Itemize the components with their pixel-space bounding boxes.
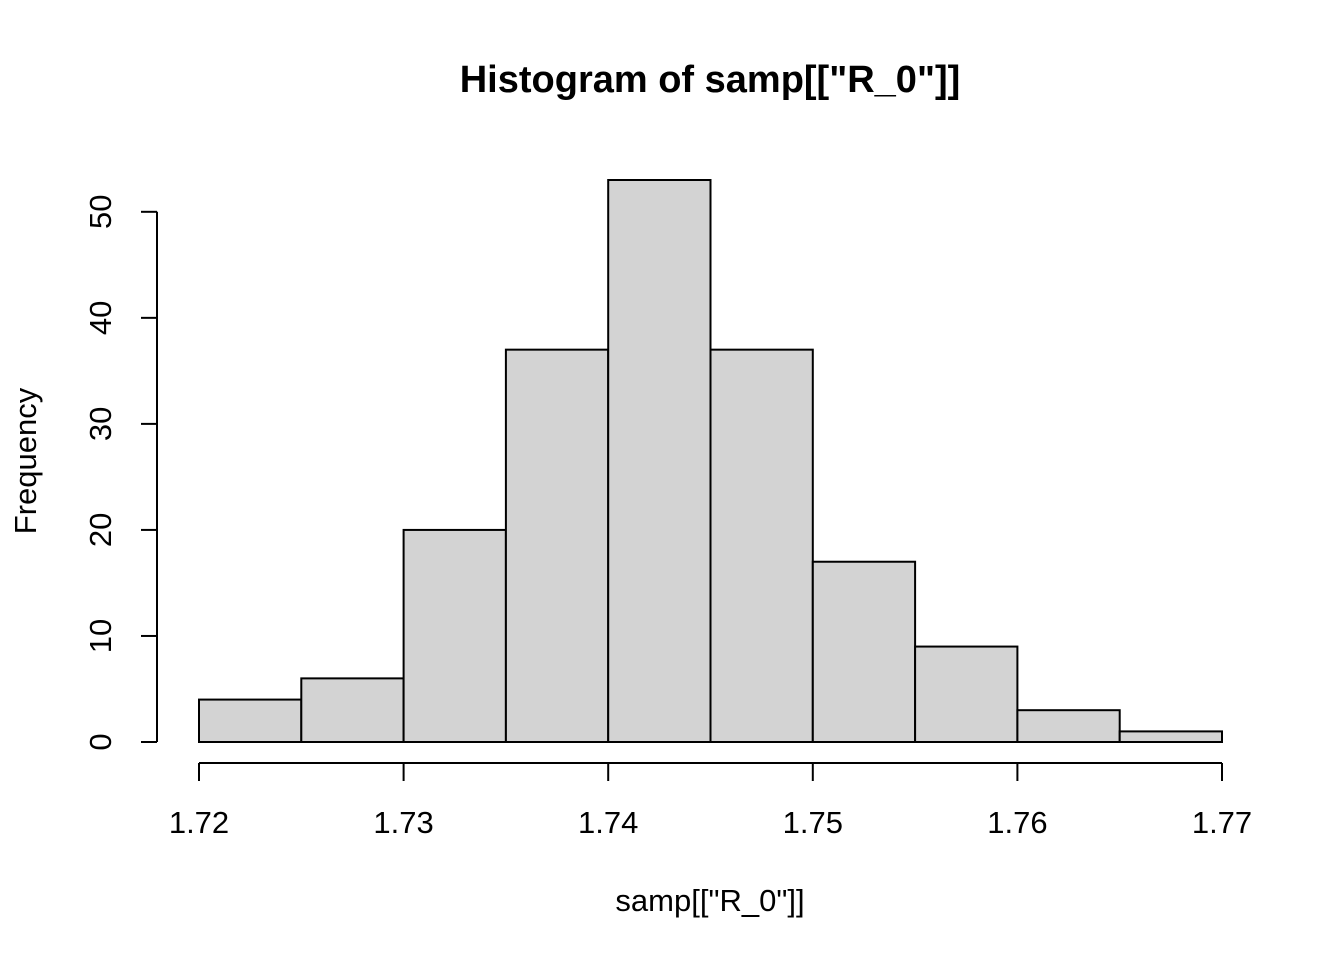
histogram-bar: [607, 179, 712, 743]
y-tick-label: 0: [83, 733, 118, 750]
histogram-bar: [402, 528, 507, 743]
y-tick-label: 10: [83, 619, 118, 653]
histogram-bar: [504, 348, 610, 743]
histogram-bar: [300, 677, 405, 744]
y-axis: 0 10 20 30 40 50: [83, 195, 158, 751]
histogram-bar: [914, 645, 1019, 743]
x-tick-label: 1.77: [1192, 805, 1252, 840]
histogram-bars: [198, 179, 1223, 744]
y-tick-label: 30: [83, 407, 118, 441]
x-axis-label: samp[["R_0"]]: [615, 883, 804, 918]
x-tick-label: 1.72: [169, 805, 229, 840]
histogram-bar: [198, 698, 303, 743]
y-axis-label: Frequency: [8, 387, 43, 534]
x-tick-label: 1.74: [578, 805, 638, 840]
x-tick-label: 1.75: [783, 805, 843, 840]
x-tick-label: 1.76: [987, 805, 1047, 840]
histogram-bar: [1118, 730, 1223, 744]
y-tick-label: 40: [83, 301, 118, 335]
x-tick-label: 1.73: [373, 805, 433, 840]
chart-title: Histogram of samp[["R_0"]]: [460, 59, 961, 101]
histogram-bar: [709, 348, 814, 743]
x-axis: 1.72 1.73 1.74 1.75 1.76 1.77: [169, 762, 1252, 840]
y-tick-label: 50: [83, 195, 118, 229]
histogram-bar: [1016, 709, 1121, 743]
histogram-bar: [811, 560, 917, 743]
y-tick-label: 20: [83, 513, 118, 547]
